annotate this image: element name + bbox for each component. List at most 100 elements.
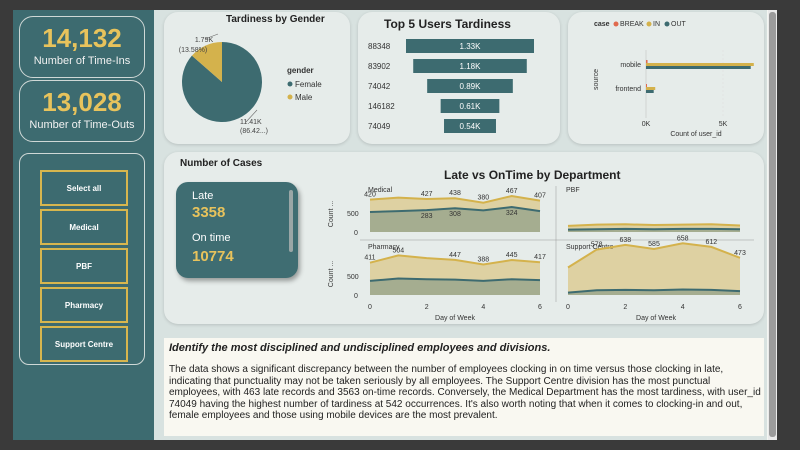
dept-panel-label: Medical <box>368 187 393 194</box>
dept-area-ontime <box>568 243 740 295</box>
dept-data-label: 585 <box>648 241 660 248</box>
page-scrollbar[interactable] <box>768 10 777 440</box>
source-bar <box>646 90 654 93</box>
late-label: Late <box>192 190 214 202</box>
legend-in-label: IN <box>653 21 660 28</box>
dept-line-late <box>567 288 741 294</box>
source-category-label: frontend <box>615 86 641 93</box>
top-user-value-label: 0.89K <box>460 82 482 91</box>
dept-data-label: 467 <box>506 188 518 195</box>
dept-data-label: 388 <box>477 257 489 264</box>
dept-ytick-500: 500 <box>347 274 359 281</box>
department-chart-title: Late vs OnTime by Department <box>444 168 621 182</box>
dept-xtick: 2 <box>425 304 429 311</box>
dept-data-label: 578 <box>591 242 603 249</box>
top-users-card: Top 5 Users Tardiness 88348 1.33K 83902 1.1… <box>358 12 560 144</box>
dept-data-label: 473 <box>734 250 746 257</box>
kpi-time-ins-label: Number of Time-Ins <box>33 55 131 67</box>
source-bar <box>646 84 647 87</box>
dept-xtick: 4 <box>681 304 685 311</box>
dept-ylabel-top: Count ... <box>328 201 335 228</box>
source-xlabel: Count of user_id <box>670 131 721 138</box>
top-user-bar <box>440 99 500 113</box>
dept-ylabel-bottom: Count ... <box>328 261 335 288</box>
dept-xtick: 2 <box>623 304 627 311</box>
narrative-heading: Identify the most disciplined and undisc… <box>169 342 551 354</box>
slicer-pbf[interactable]: PBF <box>40 248 128 284</box>
female-value-label: 11.41K <box>240 119 262 126</box>
top-user-id-label: 83902 <box>368 62 391 71</box>
dept-ytick-0: 0 <box>354 293 358 300</box>
department-area-chart: Count ... Count ... Day of Week Day of W… <box>328 186 754 322</box>
dept-data-label: 638 <box>619 237 631 244</box>
narrative-panel: Identify the most disciplined and undisc… <box>164 338 764 436</box>
top-user-value-label: 1.18K <box>460 62 482 71</box>
number-of-cases-title: Number of Cases <box>180 158 263 169</box>
source-bar <box>646 60 648 63</box>
dept-data-label: 438 <box>449 190 461 197</box>
page-scrollbar-thumb[interactable] <box>769 12 776 437</box>
dept-xlabel-right: Day of Week <box>636 315 676 322</box>
narrative-body: The data shows a significant discrepancy… <box>169 364 761 421</box>
dept-data-label: 283 <box>421 213 433 220</box>
top-users-title: Top 5 Users Tardiness <box>384 17 511 31</box>
dept-xtick: 0 <box>566 304 570 311</box>
slicer-support-centre[interactable]: Support Centre <box>40 326 128 362</box>
kpi-time-outs: 13,028 Number of Time-Outs <box>19 80 145 142</box>
top-user-bar <box>444 119 496 133</box>
source-card: case BREAK IN OUT source 0K 5K Count of … <box>568 12 764 144</box>
gender-card: Tardiness by Gender 1.79K (13.58%) 11.41… <box>164 12 350 144</box>
dept-area-late <box>370 207 540 232</box>
slicer-select-all[interactable]: Select all <box>40 170 128 206</box>
dept-line-late <box>369 277 541 282</box>
dept-xtick: 4 <box>481 304 485 311</box>
dept-line-late <box>369 205 541 213</box>
dept-area-late <box>370 278 540 295</box>
source-bar <box>646 66 751 69</box>
gender-pie-chart: 1.79K (13.58%) 11.41K (86.42...) gender … <box>179 33 322 135</box>
top-user-id-label: 88348 <box>368 42 391 51</box>
dept-xtick: 6 <box>538 304 542 311</box>
dept-line-ontime <box>369 194 541 204</box>
dept-ytick-0: 0 <box>354 230 358 237</box>
source-tick-5k: 5K <box>719 121 728 128</box>
male-pct-label: (13.58%) <box>179 47 207 54</box>
legend-male-label: Male <box>295 93 313 102</box>
number-of-cases-card: Late 3358 On time 10774 <box>176 182 298 278</box>
top-user-id-label: 74042 <box>368 82 391 91</box>
dept-data-label: 324 <box>506 210 518 217</box>
legend-female-label: Female <box>295 80 322 89</box>
legend-break-swatch <box>613 21 619 27</box>
late-value: 3358 <box>192 204 226 221</box>
dept-data-label: 447 <box>449 252 461 259</box>
dept-data-label: 417 <box>534 254 546 261</box>
kpi-time-ins: 14,132 Number of Time-Ins <box>19 16 145 78</box>
dept-panel-label: PBF <box>566 187 580 194</box>
slicer-pharmacy[interactable]: Pharmacy <box>40 287 128 323</box>
male-value-label: 1.79K <box>195 37 214 44</box>
department-slicer: Select all Medical PBF Pharmacy Support … <box>19 153 145 365</box>
female-leader-line <box>245 109 258 123</box>
top-user-value-label: 0.61K <box>460 102 482 111</box>
dept-data-label: 445 <box>506 252 518 259</box>
source-bar-chart: case BREAK IN OUT source 0K 5K Count of … <box>593 21 754 138</box>
legend-out-label: OUT <box>671 21 687 28</box>
pie-slice-male[interactable] <box>191 42 222 82</box>
slicer-medical[interactable]: Medical <box>40 209 128 245</box>
source-bar <box>646 87 656 90</box>
dept-line-ontime <box>369 254 541 266</box>
cases-scrollbar[interactable] <box>289 190 293 252</box>
legend-female-swatch <box>287 81 293 87</box>
top-user-bar <box>427 79 513 93</box>
dept-data-label: 612 <box>705 239 717 246</box>
kpi-time-ins-value: 14,132 <box>42 23 122 53</box>
top-user-bar <box>413 59 527 73</box>
dept-data-label: 504 <box>392 247 404 254</box>
source-category-label: mobile <box>620 62 641 69</box>
dept-line-late <box>567 227 741 231</box>
dept-xtick: 6 <box>738 304 742 311</box>
legend-break-label: BREAK <box>620 21 644 28</box>
dept-data-label: 308 <box>449 211 461 218</box>
dept-ytick-500: 500 <box>347 211 359 218</box>
dept-xlabel-left: Day of Week <box>435 315 475 322</box>
